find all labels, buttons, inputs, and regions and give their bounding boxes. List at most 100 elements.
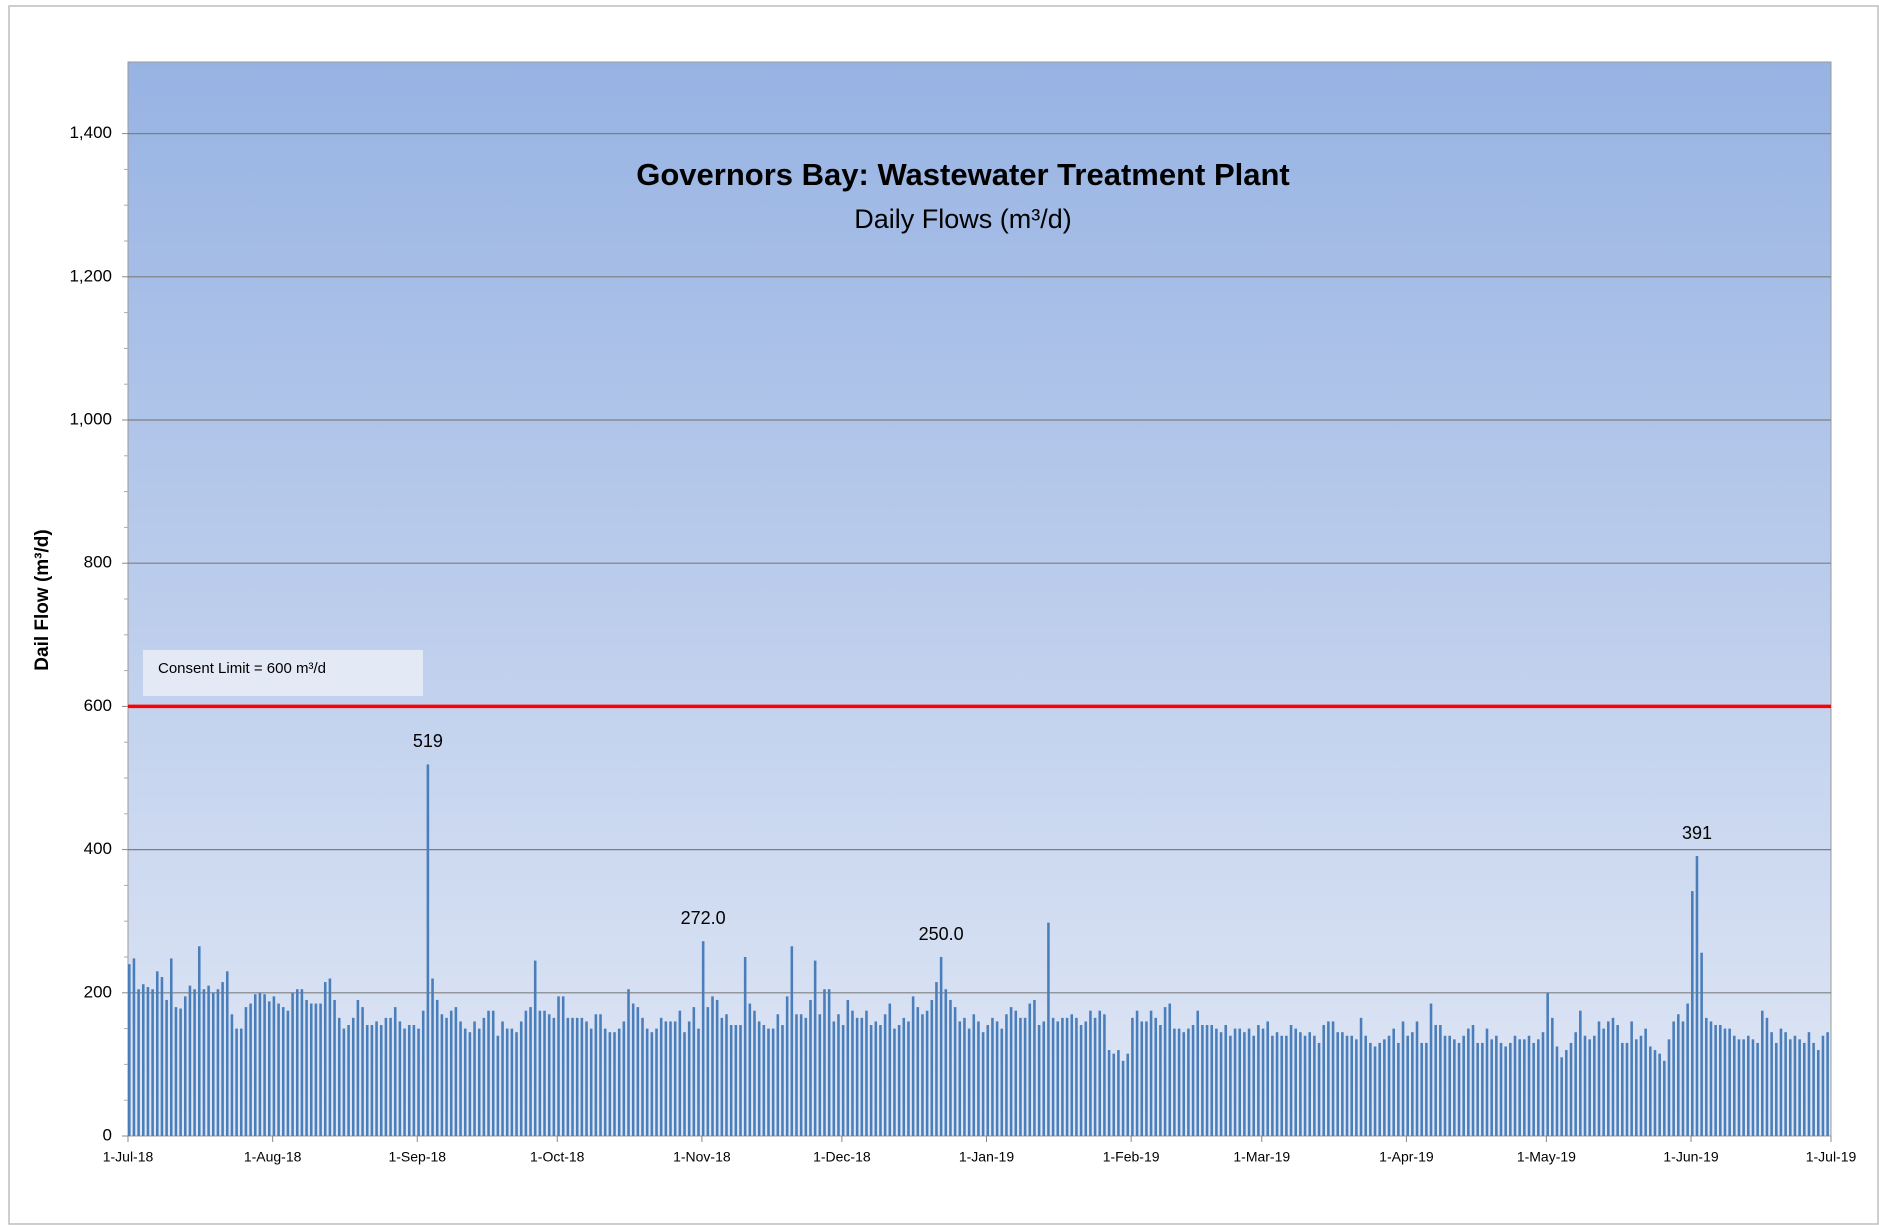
bar (1331, 1021, 1335, 1136)
bar (1439, 1025, 1442, 1136)
bar (678, 1010, 682, 1136)
bar (197, 946, 201, 1136)
bar (361, 1007, 364, 1136)
x-tick-label: 1-Mar-19 (1233, 1149, 1290, 1165)
bar (295, 989, 299, 1136)
bar (911, 996, 915, 1136)
data-label: 272.0 (681, 908, 726, 928)
bar (874, 1021, 878, 1136)
bar (188, 985, 192, 1136)
y-tick-label: 1,000 (69, 409, 112, 428)
bar (1691, 891, 1694, 1136)
bar (1756, 1042, 1759, 1136)
bar (804, 1017, 808, 1136)
bar (253, 994, 257, 1136)
bar (1775, 1042, 1778, 1136)
bar (575, 1017, 579, 1136)
bar (174, 1007, 178, 1136)
bar (1672, 1021, 1675, 1136)
bar (473, 1021, 476, 1136)
bar (1205, 1025, 1209, 1136)
bar (939, 957, 943, 1136)
bar (169, 958, 173, 1136)
bar (1817, 1050, 1820, 1136)
bar (1733, 1035, 1736, 1136)
x-tick-label: 1-Aug-18 (244, 1149, 302, 1165)
bar (524, 1010, 528, 1136)
x-tick-label: 1-Jul-18 (103, 1149, 154, 1165)
bar (1462, 1035, 1465, 1136)
bar (1630, 1021, 1633, 1136)
bar (1527, 1035, 1531, 1136)
bar (216, 989, 220, 1136)
bar (1751, 1039, 1755, 1136)
bar (529, 1007, 532, 1136)
bar (501, 1021, 504, 1136)
bar (151, 989, 154, 1136)
bar (636, 1007, 640, 1136)
bar (902, 1017, 906, 1136)
bar (277, 1003, 280, 1136)
bar (1569, 1042, 1573, 1136)
bar (552, 1017, 556, 1136)
bar (1425, 1042, 1428, 1136)
bar (753, 1010, 756, 1136)
bar (1541, 1032, 1545, 1136)
x-tick-label: 1-Jun-19 (1663, 1149, 1718, 1165)
bar (1233, 1028, 1237, 1136)
bar (137, 989, 140, 1136)
bar (1509, 1042, 1512, 1136)
bar (1023, 1017, 1027, 1136)
x-tick-label: 1-Oct-18 (530, 1149, 585, 1165)
bar (1485, 1028, 1489, 1136)
bar (1453, 1039, 1456, 1136)
bar (1359, 1017, 1363, 1136)
bar (1009, 1007, 1013, 1136)
bar (1803, 1042, 1806, 1136)
bar (622, 1021, 626, 1136)
bar (1476, 1042, 1479, 1136)
bar (183, 996, 187, 1136)
bar (883, 1014, 887, 1136)
bar (1275, 1032, 1279, 1136)
bar (155, 971, 159, 1136)
bar (1523, 1039, 1526, 1136)
bar (1215, 1028, 1218, 1136)
bar (1392, 1028, 1395, 1136)
bar (1196, 1010, 1200, 1136)
bar (1140, 1021, 1144, 1136)
data-label: 250.0 (919, 924, 964, 944)
bar (533, 960, 537, 1136)
bar (659, 1017, 663, 1136)
bar (1201, 1025, 1204, 1136)
bar (211, 992, 215, 1136)
bar (207, 985, 210, 1136)
bar (697, 1028, 700, 1136)
bar (1131, 1017, 1134, 1136)
bar (1079, 1025, 1083, 1136)
bar (435, 999, 439, 1136)
bar (720, 1017, 724, 1136)
bar (1798, 1039, 1801, 1136)
bar (1686, 1003, 1689, 1136)
bar (631, 1003, 635, 1136)
bar (421, 1010, 425, 1136)
plot-area (127, 61, 1832, 1137)
bar (1103, 1014, 1106, 1136)
bar (463, 1028, 467, 1136)
bar (641, 1017, 644, 1136)
bar (431, 978, 434, 1136)
bar (589, 1028, 593, 1136)
bar (160, 977, 164, 1136)
bar (291, 992, 294, 1136)
bar (1350, 1035, 1353, 1136)
bar (1499, 1042, 1503, 1136)
bar (1737, 1039, 1741, 1136)
bar (1607, 1021, 1610, 1136)
bar (1411, 1032, 1414, 1136)
bar (263, 994, 266, 1136)
bar (1317, 1042, 1321, 1136)
bar (706, 1007, 710, 1136)
bar (1383, 1039, 1386, 1136)
